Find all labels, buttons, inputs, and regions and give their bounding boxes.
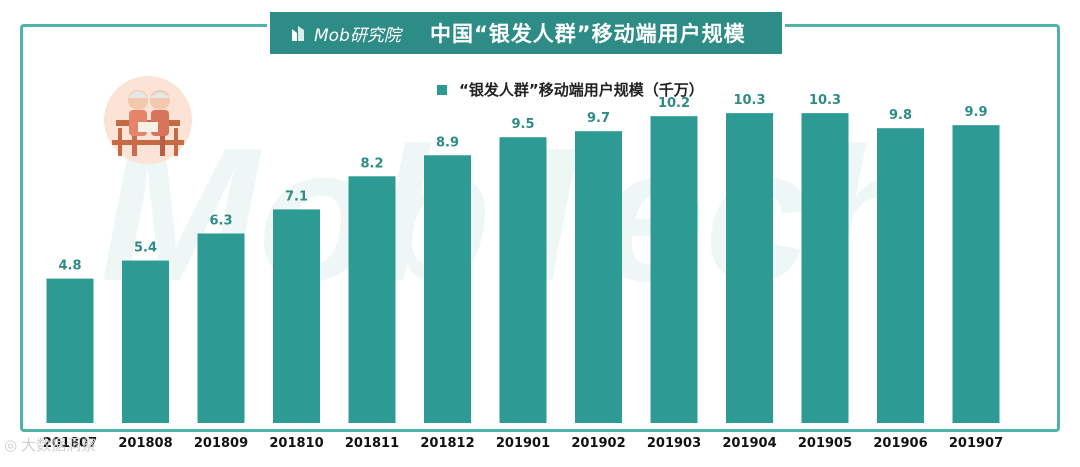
elderly-couple-icon bbox=[104, 76, 192, 164]
value-label-201904: 10.3 bbox=[733, 93, 765, 108]
x-tick-201905: 201905 bbox=[798, 436, 852, 451]
value-label-201810: 7.1 bbox=[285, 189, 308, 204]
value-labels-group: 4.8 5.4 6.3 7.1 8.2 8.9 9.5 9.7 10.2 10.3 10.3 9.8 9… bbox=[58, 93, 987, 273]
bars-group bbox=[46, 113, 1000, 424]
mob-logo-icon bbox=[292, 26, 304, 41]
corner-watermark: ◎ 大数据洞察 bbox=[4, 434, 96, 455]
legend-swatch bbox=[437, 84, 447, 95]
x-tick-201904: 201904 bbox=[722, 436, 776, 451]
bar-201810 bbox=[273, 209, 320, 423]
x-tick-201807: 201807 bbox=[43, 436, 97, 451]
x-tick-201811: 201811 bbox=[345, 436, 399, 451]
value-label-201905: 10.3 bbox=[809, 93, 841, 108]
bar-201901 bbox=[499, 137, 547, 424]
x-tick-201809: 201809 bbox=[194, 436, 248, 451]
bar-201906 bbox=[877, 128, 924, 423]
value-label-201906: 9.8 bbox=[889, 108, 912, 123]
legend: “银发人群”移动端用户规模（千万） bbox=[437, 79, 704, 100]
value-label-201901: 9.5 bbox=[511, 117, 534, 132]
bar-201812 bbox=[424, 155, 471, 423]
bar-201807 bbox=[46, 278, 94, 423]
chart-title: 中国“银发人群”移动端用户规模 bbox=[430, 22, 746, 46]
x-tick-201901: 201901 bbox=[496, 436, 550, 451]
bar-201808 bbox=[122, 260, 169, 423]
x-tick-201808: 201808 bbox=[118, 436, 172, 451]
bar-201904 bbox=[726, 113, 773, 424]
corner-watermark-text: 大数据洞察 bbox=[21, 436, 97, 454]
bar-201902 bbox=[575, 131, 622, 424]
value-label-201808: 5.4 bbox=[134, 241, 157, 256]
x-tick-labels-group: 201807 201808 201809 201810 201811 201812 2019… bbox=[43, 436, 1003, 451]
value-label-201812: 8.9 bbox=[436, 135, 459, 150]
brand: Mob研究院 bbox=[270, 21, 430, 46]
x-tick-201907: 201907 bbox=[949, 436, 1003, 451]
value-label-201809: 6.3 bbox=[209, 213, 232, 228]
bar-201811 bbox=[348, 176, 396, 423]
brand-label: Mob研究院 bbox=[314, 25, 401, 46]
x-tick-201906: 201906 bbox=[873, 436, 927, 451]
value-label-201807: 4.8 bbox=[58, 259, 81, 274]
value-label-201903: 10.2 bbox=[658, 96, 690, 111]
x-tick-201812: 201812 bbox=[420, 436, 474, 451]
x-tick-201903: 201903 bbox=[647, 436, 701, 451]
bar-201907 bbox=[952, 125, 1000, 424]
value-label-201811: 8.2 bbox=[360, 156, 383, 171]
corner-watermark-icon: ◎ bbox=[4, 435, 18, 454]
legend-label: “银发人群”移动端用户规模（千万） bbox=[459, 81, 704, 99]
value-label-201902: 9.7 bbox=[587, 111, 610, 126]
value-label-201907: 9.9 bbox=[964, 105, 987, 120]
title-banner: Mob研究院 中国“银发人群”移动端用户规模 bbox=[270, 12, 782, 54]
x-tick-201902: 201902 bbox=[571, 436, 625, 451]
bar-201903 bbox=[650, 116, 698, 424]
x-tick-201810: 201810 bbox=[269, 436, 323, 451]
bar-201905 bbox=[801, 113, 849, 424]
bar-201809 bbox=[197, 233, 245, 423]
